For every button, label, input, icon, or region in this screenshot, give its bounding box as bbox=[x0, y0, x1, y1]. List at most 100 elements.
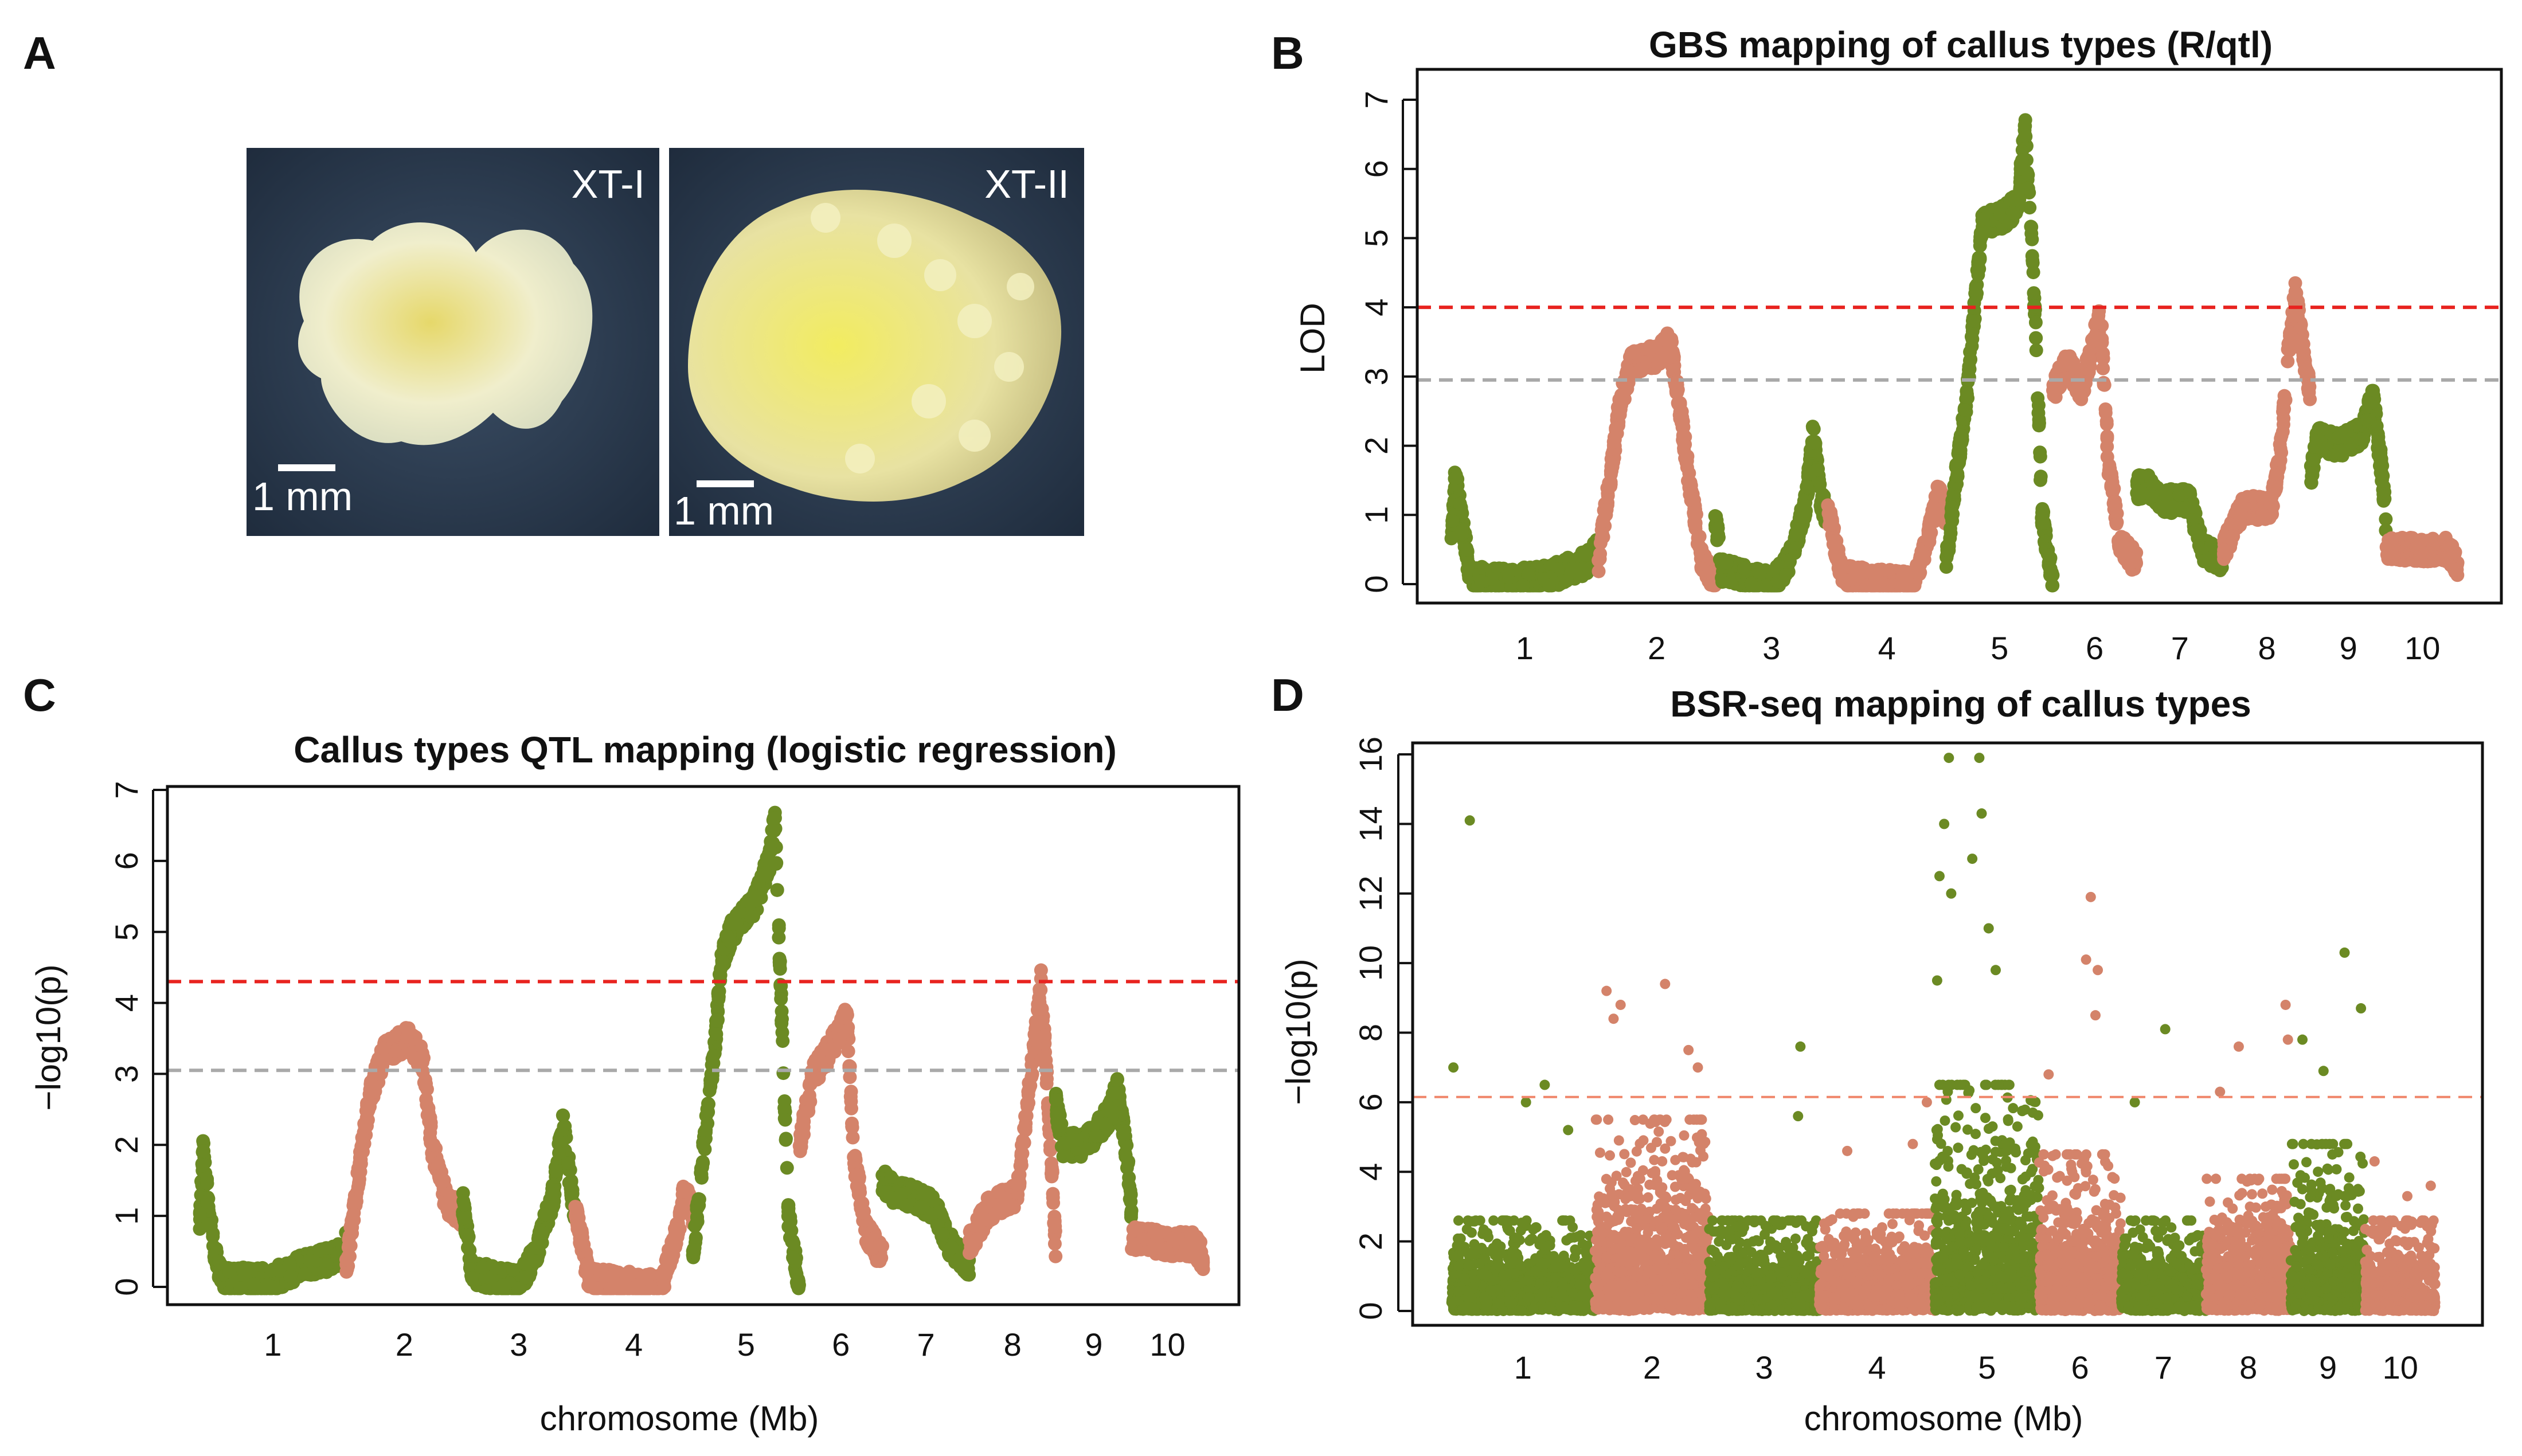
data-point bbox=[1779, 567, 1793, 582]
data-point bbox=[496, 1278, 510, 1293]
data-point bbox=[1648, 339, 1663, 354]
x-tick-label: 5 bbox=[1991, 630, 2008, 666]
data-point bbox=[2027, 286, 2041, 300]
data-point bbox=[2045, 566, 2059, 580]
panel-label-a: A bbox=[23, 28, 56, 79]
data-point bbox=[1542, 578, 1556, 593]
data-point bbox=[1946, 507, 1960, 521]
scale-label: 1 mm bbox=[252, 474, 353, 519]
data-point bbox=[2441, 539, 2455, 553]
data-point bbox=[2277, 412, 2291, 426]
data-point bbox=[2364, 396, 2378, 410]
x-tick-label: 7 bbox=[2171, 630, 2189, 666]
data-point bbox=[2271, 454, 2285, 468]
data-point bbox=[2077, 362, 2091, 377]
data-point bbox=[1634, 364, 1648, 378]
data-point bbox=[570, 1202, 584, 1216]
data-point bbox=[1711, 521, 1725, 535]
data-point bbox=[1676, 414, 1690, 428]
data-point bbox=[431, 1156, 445, 1170]
data-point bbox=[2064, 358, 2079, 373]
data-point bbox=[464, 1271, 479, 1285]
data-point bbox=[1797, 498, 1812, 512]
data-point bbox=[2041, 547, 2055, 562]
data-point bbox=[222, 1265, 237, 1279]
data-point bbox=[1758, 578, 1773, 593]
data-point bbox=[319, 1241, 334, 1255]
data-point bbox=[1703, 578, 1718, 592]
data-point bbox=[2005, 206, 2020, 220]
panel-label-b: B bbox=[1271, 28, 1304, 79]
data-point bbox=[2021, 168, 2035, 182]
x-tick-label: 1 bbox=[1516, 630, 1534, 666]
data-point bbox=[2131, 484, 2145, 498]
chart-title-d: BSR-seq mapping of callus types bbox=[1670, 683, 2251, 725]
x-tick-label: 8 bbox=[2258, 630, 2275, 666]
data-point bbox=[1621, 363, 1635, 378]
y-tick-label: 6 bbox=[1358, 160, 1394, 178]
data-point bbox=[1624, 346, 1639, 360]
data-point bbox=[1600, 503, 1614, 517]
data-point bbox=[2372, 459, 2387, 473]
data-point bbox=[1605, 464, 1619, 478]
y-tick-label: 5 bbox=[1358, 229, 1394, 247]
data-point bbox=[2029, 331, 2043, 345]
data-point bbox=[1789, 528, 1804, 542]
data-point bbox=[2103, 461, 2117, 476]
data-point bbox=[1670, 374, 1684, 389]
data-point bbox=[2053, 379, 2067, 394]
y-tick-label: 7 bbox=[1358, 91, 1394, 108]
data-point bbox=[195, 1158, 210, 1173]
data-point bbox=[2104, 478, 2118, 492]
photo-xt-i: XT-I 1 mm bbox=[247, 148, 659, 536]
data-point bbox=[351, 1177, 366, 1191]
data-point bbox=[1950, 469, 1964, 483]
data-point bbox=[2100, 440, 2114, 454]
chart-title-c: Callus types QTL mapping (logistic regre… bbox=[294, 729, 1117, 770]
data-point bbox=[298, 1267, 312, 1281]
scale-label: 1 mm bbox=[674, 488, 774, 533]
data-point bbox=[1606, 435, 1621, 449]
data-point bbox=[517, 1256, 531, 1270]
data-point bbox=[1676, 433, 1690, 447]
x-tick-label: 10 bbox=[2404, 630, 2440, 666]
data-point bbox=[1940, 543, 1954, 557]
data-point bbox=[193, 1207, 207, 1221]
data-point bbox=[1972, 253, 1986, 267]
data-point bbox=[1445, 514, 1460, 528]
data-point bbox=[549, 1164, 563, 1178]
data-point bbox=[357, 1117, 372, 1131]
data-point bbox=[2269, 480, 2283, 495]
data-point bbox=[1800, 480, 1814, 494]
data-point bbox=[2234, 506, 2248, 520]
data-point bbox=[283, 1269, 298, 1283]
data-point bbox=[1957, 402, 1972, 417]
data-point bbox=[1976, 212, 1990, 226]
data-point bbox=[1737, 561, 1751, 576]
data-point bbox=[1723, 575, 1737, 589]
data-point bbox=[1596, 514, 1610, 529]
data-point bbox=[200, 1195, 214, 1209]
data-point bbox=[1460, 562, 1475, 577]
data-point bbox=[1967, 314, 1981, 328]
data-point bbox=[1952, 454, 1966, 468]
data-point bbox=[206, 1230, 220, 1244]
data-point bbox=[2185, 500, 2199, 514]
data-point bbox=[1559, 574, 1574, 588]
data-point bbox=[355, 1130, 369, 1145]
data-point bbox=[2296, 353, 2310, 367]
data-point bbox=[344, 1220, 358, 1235]
data-point bbox=[1835, 559, 1849, 573]
data-point bbox=[2307, 440, 2321, 454]
data-point bbox=[552, 1146, 566, 1160]
scale-bar bbox=[697, 480, 754, 487]
scale-bar bbox=[278, 464, 335, 471]
panel-label-c: C bbox=[23, 670, 56, 721]
data-point bbox=[2302, 379, 2317, 394]
x-tick-label: 3 bbox=[1762, 630, 1780, 666]
data-point bbox=[1521, 567, 1535, 582]
data-point bbox=[2089, 316, 2103, 330]
data-point bbox=[2183, 485, 2197, 499]
data-point bbox=[388, 1044, 402, 1058]
data-point bbox=[1807, 436, 1821, 450]
